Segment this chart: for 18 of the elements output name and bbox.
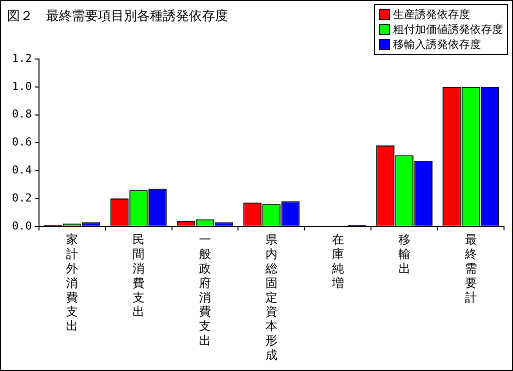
x-tick-label: 一般政府消費支出 <box>198 232 211 348</box>
category-label: 県内総固定資本形成 <box>265 232 278 362</box>
x-tick-label: 民間消費支出 <box>132 232 145 319</box>
x-tick-label: 最終需要計 <box>464 232 477 304</box>
y-tick-label: 1.2 <box>12 52 32 65</box>
x-tick-label: 移輸出 <box>398 232 410 276</box>
y-tick-label: 0.2 <box>12 191 32 204</box>
legend-label: 生産誘発依存度 <box>393 7 470 22</box>
y-tick-label: 0.0 <box>12 219 32 232</box>
y-tick-label: 0.6 <box>12 136 32 149</box>
y-tick-label: 0.4 <box>12 163 32 176</box>
chart-title: 図２ 最終需要項目別各種誘発依存度 <box>7 8 228 25</box>
legend-label: 粗付加価値誘発依存度 <box>393 22 503 37</box>
y-tick-label: 1.0 <box>12 80 32 93</box>
y-tick-label: 0.8 <box>12 108 32 121</box>
x-tick-label: 在庫純増 <box>330 232 344 290</box>
legend-label: 移輸入誘発依存度 <box>393 37 481 52</box>
x-tick-label: 家計外消費支出 <box>66 232 78 334</box>
